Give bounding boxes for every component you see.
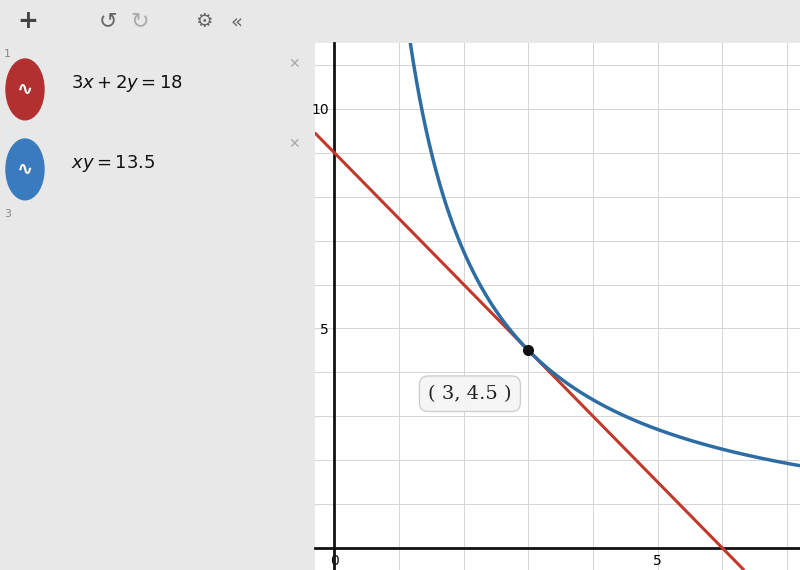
Text: 3: 3 <box>4 209 11 219</box>
Text: ↻: ↻ <box>130 11 150 31</box>
Text: $3x + 2y = 18$: $3x + 2y = 18$ <box>71 72 183 93</box>
Text: «: « <box>230 12 242 31</box>
Text: 1: 1 <box>4 50 11 59</box>
Text: ∿: ∿ <box>17 160 33 179</box>
Text: 2: 2 <box>4 129 11 140</box>
Text: +: + <box>18 10 38 34</box>
Text: ↺: ↺ <box>98 11 118 31</box>
Text: ∿: ∿ <box>17 80 33 99</box>
Circle shape <box>6 139 44 200</box>
Circle shape <box>6 59 44 120</box>
Text: ⚙: ⚙ <box>195 12 213 31</box>
Text: $xy = 13.5$: $xy = 13.5$ <box>71 153 155 173</box>
Text: ✕: ✕ <box>288 58 300 71</box>
Text: ( 3, 4.5 ): ( 3, 4.5 ) <box>428 385 512 403</box>
Text: ✕: ✕ <box>288 137 300 152</box>
